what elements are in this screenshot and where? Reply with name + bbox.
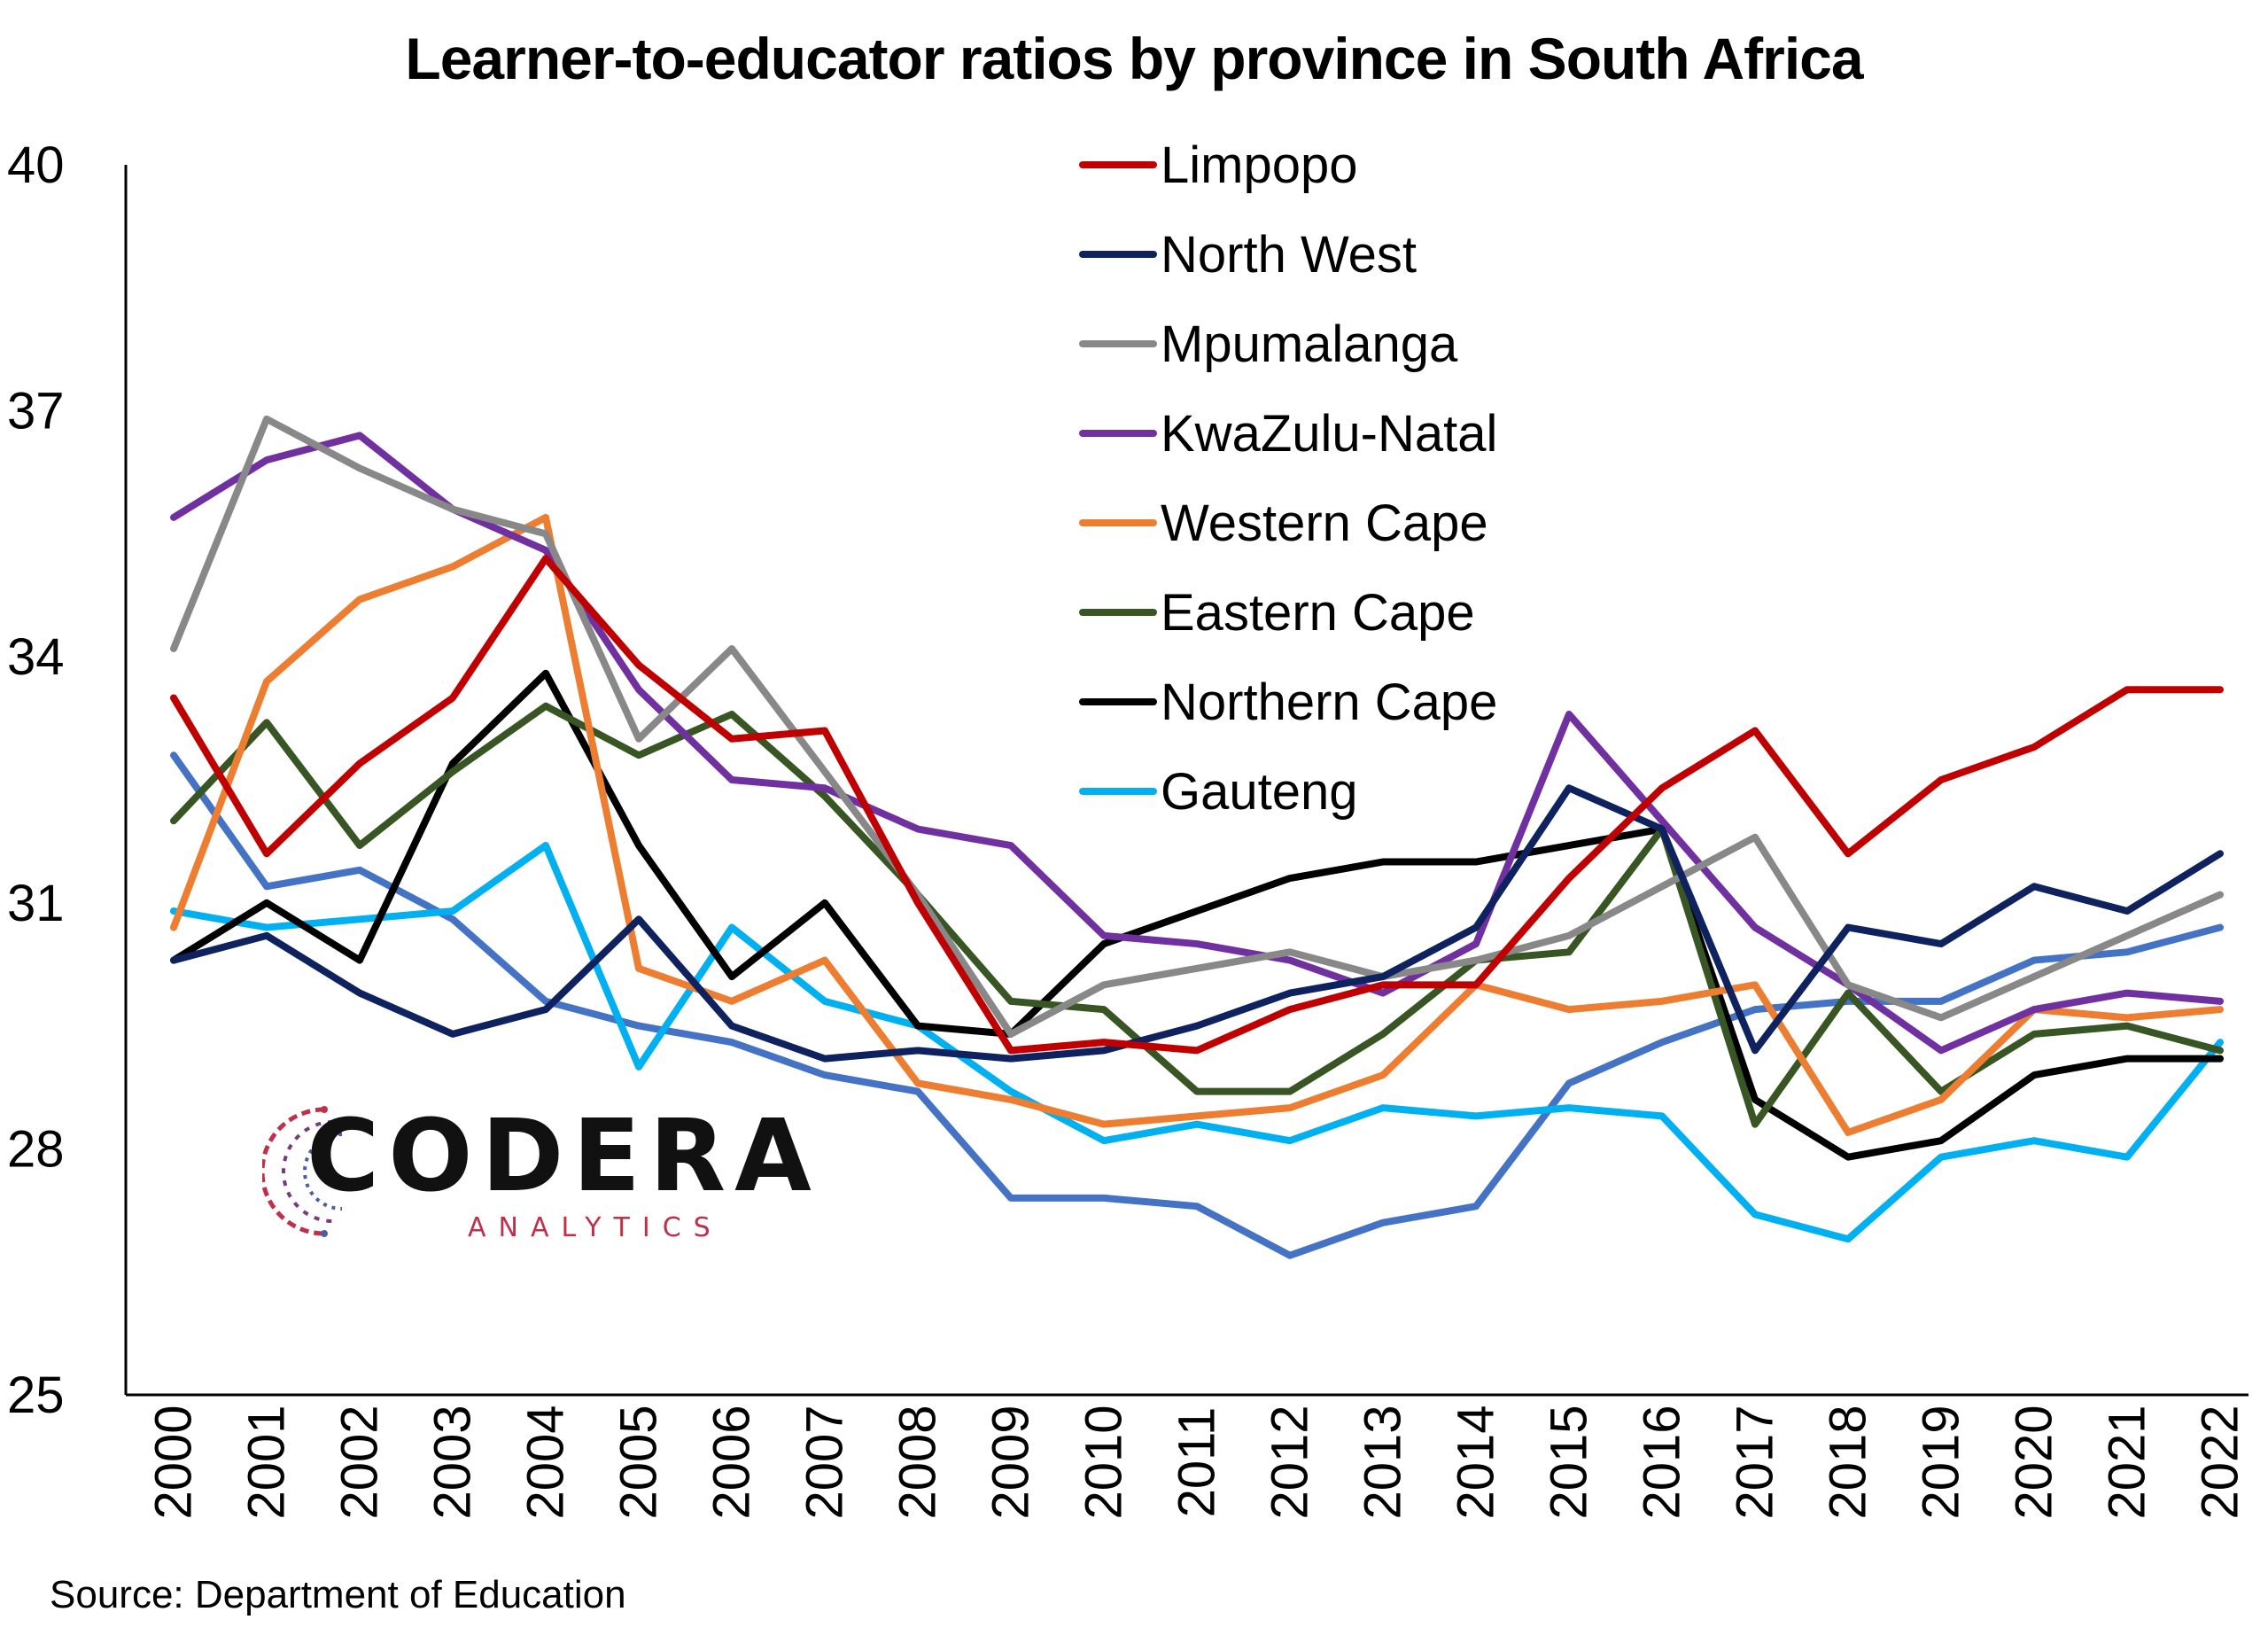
- legend-label: Western Cape: [1161, 494, 1488, 552]
- series-line-gauteng: [170, 842, 2224, 1243]
- legend-label: North West: [1161, 226, 1417, 284]
- x-tick-label: 2003: [424, 1405, 482, 1519]
- x-tick-label: 2002: [331, 1405, 389, 1519]
- y-tick-label: 28: [7, 1120, 65, 1178]
- x-tick-label: 2000: [145, 1405, 203, 1519]
- x-tick-label: 2013: [1355, 1405, 1412, 1519]
- x-tick-label: 2009: [983, 1405, 1040, 1519]
- x-tick-label: 2011: [1169, 1407, 1226, 1518]
- chart-title: Learner-to-educator ratios by province i…: [405, 26, 1863, 91]
- y-tick-label: 31: [7, 875, 65, 932]
- codera-logo: CODERA ANALYTICS: [262, 1099, 812, 1250]
- x-tick-label: 2020: [2006, 1405, 2063, 1519]
- x-tick-label: 2022: [2192, 1405, 2249, 1519]
- x-tick-label: 2012: [1262, 1405, 1319, 1519]
- series-line-north-west: [170, 784, 2224, 1063]
- y-tick-label: 37: [7, 383, 65, 440]
- x-tick-label: 2007: [796, 1405, 854, 1519]
- series-line-kwazulu-natal: [170, 432, 2224, 1055]
- series-line-northern-cape: [170, 669, 2224, 1161]
- series-line-mpumalanga: [170, 415, 2224, 1038]
- legend-label: Eastern Cape: [1161, 584, 1475, 642]
- logo-subtitle: ANALYTICS: [468, 1212, 723, 1243]
- x-tick-label: 2008: [889, 1405, 947, 1519]
- series-line-eastern-cape: [170, 702, 2224, 1128]
- source-note: Source: Department of Education: [50, 1573, 626, 1616]
- logo-circuit-icon: [262, 1106, 343, 1237]
- series-line-unlabeled: [170, 751, 2224, 1259]
- y-tick-label: 25: [7, 1367, 65, 1424]
- x-tick-label: 2001: [238, 1405, 296, 1519]
- x-tick-label: 2005: [610, 1405, 668, 1519]
- x-tick-label: 2010: [1076, 1405, 1133, 1519]
- x-tick-label: 2015: [1541, 1405, 1598, 1519]
- x-tick-label: 2014: [1448, 1405, 1505, 1519]
- legend-label: Gauteng: [1161, 763, 1358, 821]
- y-tick-label: 40: [7, 136, 65, 194]
- logo-wordmark: CODERA: [307, 1099, 820, 1214]
- legend-label: Limpopo: [1161, 136, 1357, 194]
- x-tick-label: 2019: [1913, 1405, 1970, 1519]
- x-tick-label: 2021: [2099, 1405, 2156, 1519]
- x-tick-label: 2016: [1634, 1405, 1691, 1519]
- x-tick-label: 2017: [1727, 1405, 1784, 1519]
- y-tick-label: 34: [7, 628, 65, 686]
- legend-label: Northern Cape: [1161, 674, 1497, 731]
- series-line-limpopo: [170, 555, 2224, 1055]
- x-tick-label: 2018: [1820, 1405, 1877, 1519]
- legend-label: Mpumalanga: [1161, 315, 1458, 373]
- x-tick-label: 2006: [703, 1405, 761, 1519]
- x-tick-label: 2004: [517, 1405, 575, 1519]
- legend-label: KwaZulu-Natal: [1161, 405, 1497, 463]
